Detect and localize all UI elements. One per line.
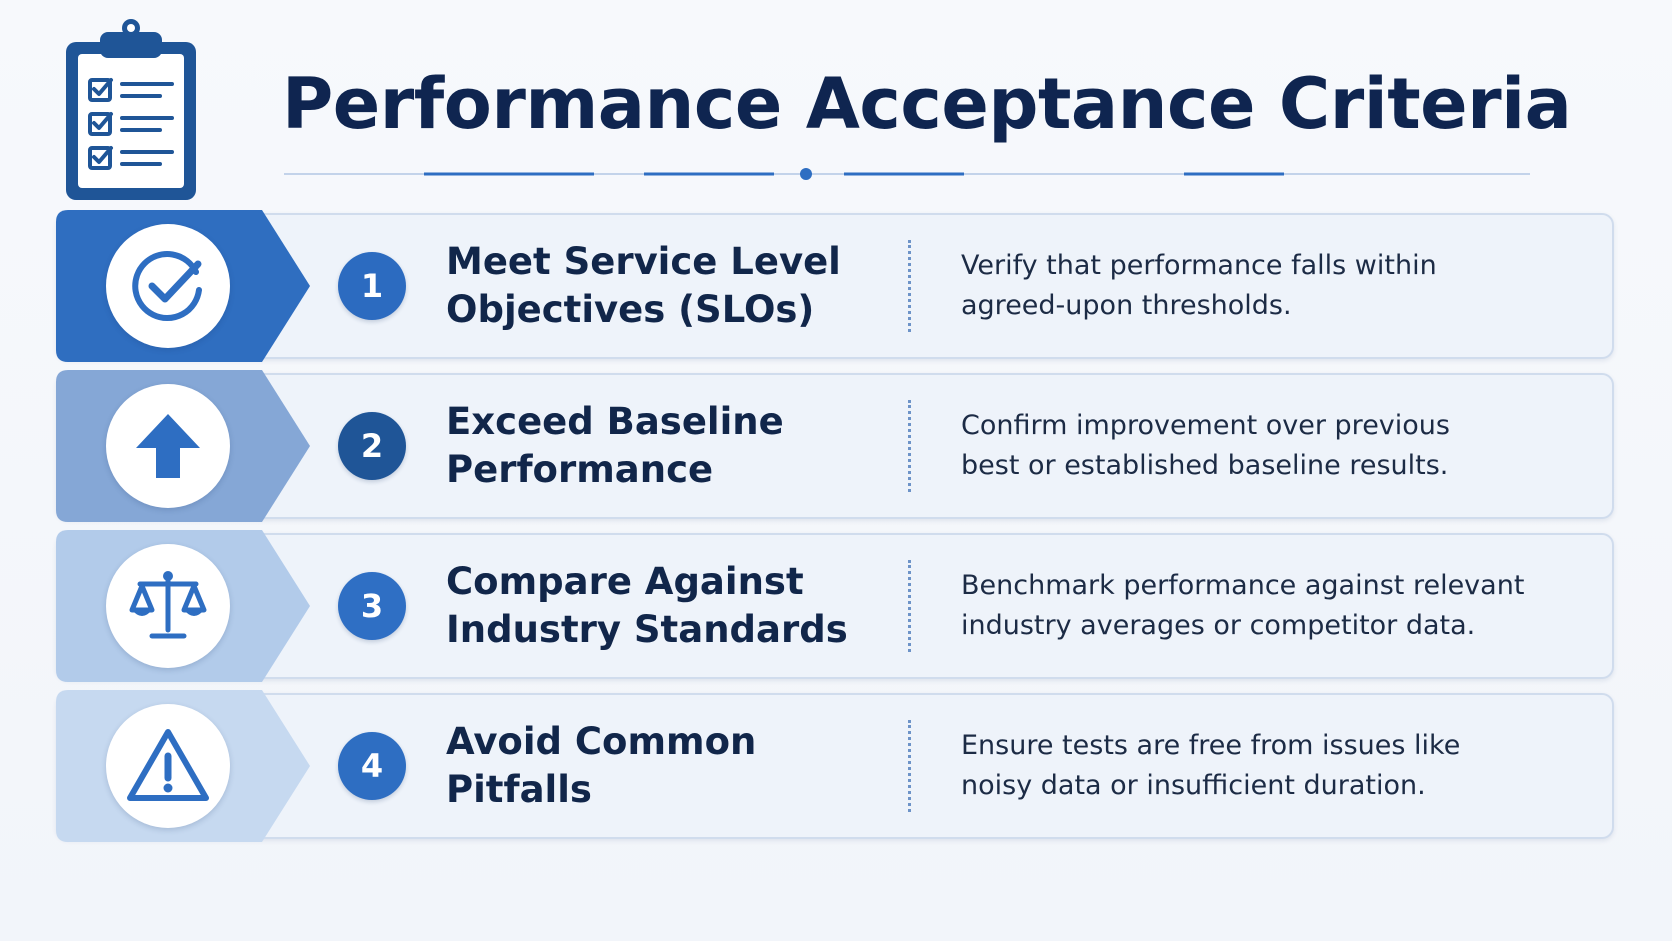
step-number-badge: 3 — [338, 572, 406, 640]
criterion-description: Confirm improvement over previous best o… — [961, 370, 1581, 522]
criterion-row: 4 Avoid Common Pitfalls Ensure tests are… — [56, 690, 1616, 842]
criterion-row: 1 Meet Service Level Objectives (SLOs) V… — [56, 210, 1616, 362]
dotted-divider — [908, 560, 911, 652]
criterion-description: Benchmark performance against relevant i… — [961, 530, 1581, 682]
criterion-card — [56, 213, 1614, 359]
criterion-title: Exceed Baseline Performance — [446, 370, 906, 522]
dotted-divider — [908, 720, 911, 812]
up-arrow-icon — [106, 384, 230, 508]
step-number-badge: 2 — [338, 412, 406, 480]
criterion-title-line: Performance — [446, 448, 714, 491]
checkmark-circle-icon — [106, 224, 230, 348]
criterion-description-line: noisy data or insufficient duration. — [961, 770, 1426, 801]
criterion-title-line: Pitfalls — [446, 768, 592, 811]
step-number-badge: 4 — [338, 732, 406, 800]
criterion-title-line: Meet Service Level — [446, 240, 841, 283]
criterion-row: 3 Compare Against Industry Standards Ben… — [56, 530, 1616, 682]
criterion-title: Compare Against Industry Standards — [446, 530, 906, 682]
criterion-description: Verify that performance falls within agr… — [961, 210, 1581, 362]
criterion-title: Avoid Common Pitfalls — [446, 690, 906, 842]
clipboard-checklist-icon — [66, 19, 196, 200]
criterion-card — [56, 693, 1614, 839]
criterion-title-line: Objectives (SLOs) — [446, 288, 815, 331]
dotted-divider — [908, 240, 911, 332]
criterion-description: Ensure tests are free from issues like n… — [961, 690, 1581, 842]
criterion-title-line: Exceed Baseline — [446, 400, 784, 443]
criterion-card — [56, 373, 1614, 519]
title-divider — [284, 168, 1530, 180]
criterion-description-line: Benchmark performance against relevant — [961, 570, 1525, 601]
criterion-description-line: agreed-upon thresholds. — [961, 290, 1292, 321]
criterion-row: 2 Exceed Baseline Performance Confirm im… — [56, 370, 1616, 522]
page-title: Performance Acceptance Criteria — [282, 63, 1572, 145]
balance-scale-icon — [106, 544, 230, 668]
criterion-title-line: Industry Standards — [446, 608, 848, 651]
criterion-description-line: Verify that performance falls within — [961, 250, 1437, 281]
criterion-title-line: Avoid Common — [446, 720, 757, 763]
criterion-title: Meet Service Level Objectives (SLOs) — [446, 210, 906, 362]
warning-triangle-icon — [106, 704, 230, 828]
dotted-divider — [908, 400, 911, 492]
criterion-title-line: Compare Against — [446, 560, 804, 603]
criterion-description-line: best or established baseline results. — [961, 450, 1449, 481]
step-number-badge: 1 — [338, 252, 406, 320]
criterion-description-line: Ensure tests are free from issues like — [961, 730, 1461, 761]
criterion-description-line: Confirm improvement over previous — [961, 410, 1450, 441]
criterion-description-line: industry averages or competitor data. — [961, 610, 1476, 641]
